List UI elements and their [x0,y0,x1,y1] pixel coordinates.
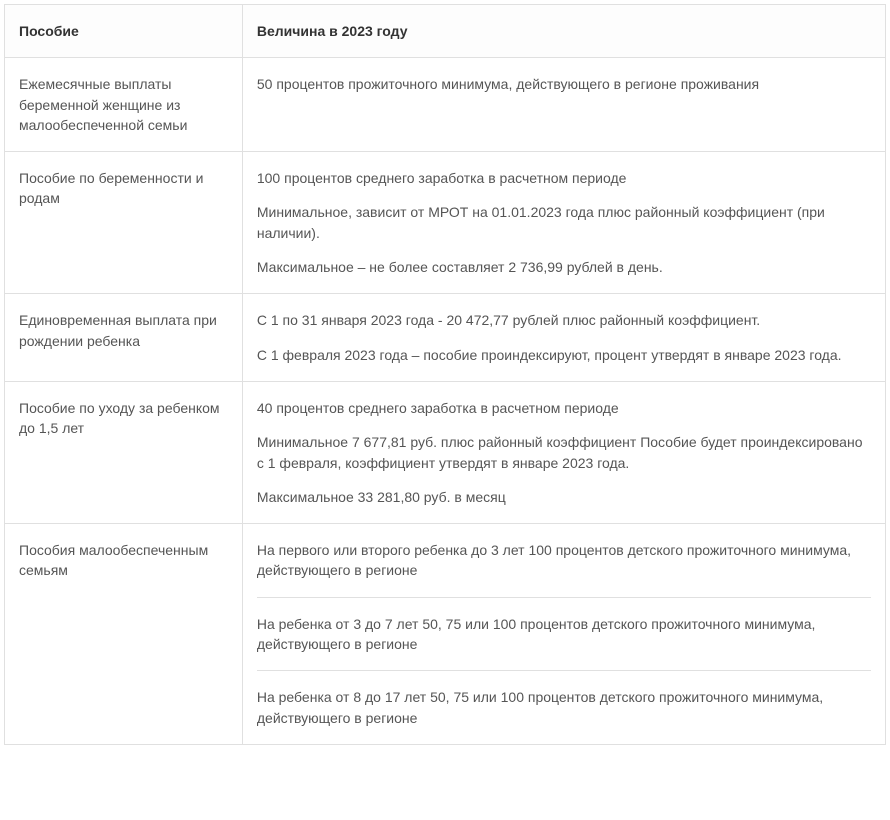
benefit-name: Пособия малообеспеченным семьям [5,524,243,745]
benefit-amount: На первого или второго ребенка до 3 лет … [242,524,885,745]
benefit-name: Единовременная выплата при рождении ребе… [5,294,243,382]
column-header-benefit: Пособие [5,5,243,58]
amount-line: На первого или второго ребенка до 3 лет … [257,540,871,581]
amount-line: Минимальное 7 677,81 руб. плюс районный … [257,432,871,473]
amount-line: С 1 февраля 2023 года – пособие проиндек… [257,345,871,365]
amount-line: Максимальное – не более составляет 2 736… [257,257,871,277]
benefit-amount: 100 процентов среднего заработка в расче… [242,152,885,294]
benefit-name: Пособие по уходу за ребенком до 1,5 лет [5,381,243,523]
table-row: Единовременная выплата при рождении ребе… [5,294,886,382]
table-row: Пособия малообеспеченным семьям На перво… [5,524,886,745]
amount-line: На ребенка от 8 до 17 лет 50, 75 или 100… [257,687,871,728]
column-header-amount: Величина в 2023 году [242,5,885,58]
benefit-amount: 50 процентов прожиточного минимума, дейс… [242,58,885,152]
benefit-amount: С 1 по 31 января 2023 года - 20 472,77 р… [242,294,885,382]
amount-line: 50 процентов прожиточного минимума, дейс… [257,74,871,94]
amount-line: На ребенка от 3 до 7 лет 50, 75 или 100 … [257,614,871,655]
amount-line: 40 процентов среднего заработка в расчет… [257,398,871,418]
benefit-amount: 40 процентов среднего заработка в расчет… [242,381,885,523]
amount-line: Минимальное, зависит от МРОТ на 01.01.20… [257,202,871,243]
sub-amount-cell: На ребенка от 8 до 17 лет 50, 75 или 100… [257,670,871,728]
amount-line: 100 процентов среднего заработка в расче… [257,168,871,188]
table-header-row: Пособие Величина в 2023 году [5,5,886,58]
sub-amount-cell: На ребенка от 3 до 7 лет 50, 75 или 100 … [257,597,871,655]
table-row: Пособие по беременности и родам 100 проц… [5,152,886,294]
benefit-name: Пособие по беременности и родам [5,152,243,294]
benefit-name: Ежемесячные выплаты беременной женщине и… [5,58,243,152]
benefits-table: Пособие Величина в 2023 году Ежемесячные… [4,4,886,745]
table-row: Ежемесячные выплаты беременной женщине и… [5,58,886,152]
amount-line: С 1 по 31 января 2023 года - 20 472,77 р… [257,310,871,330]
table-row: Пособие по уходу за ребенком до 1,5 лет … [5,381,886,523]
amount-line: Максимальное 33 281,80 руб. в месяц [257,487,871,507]
